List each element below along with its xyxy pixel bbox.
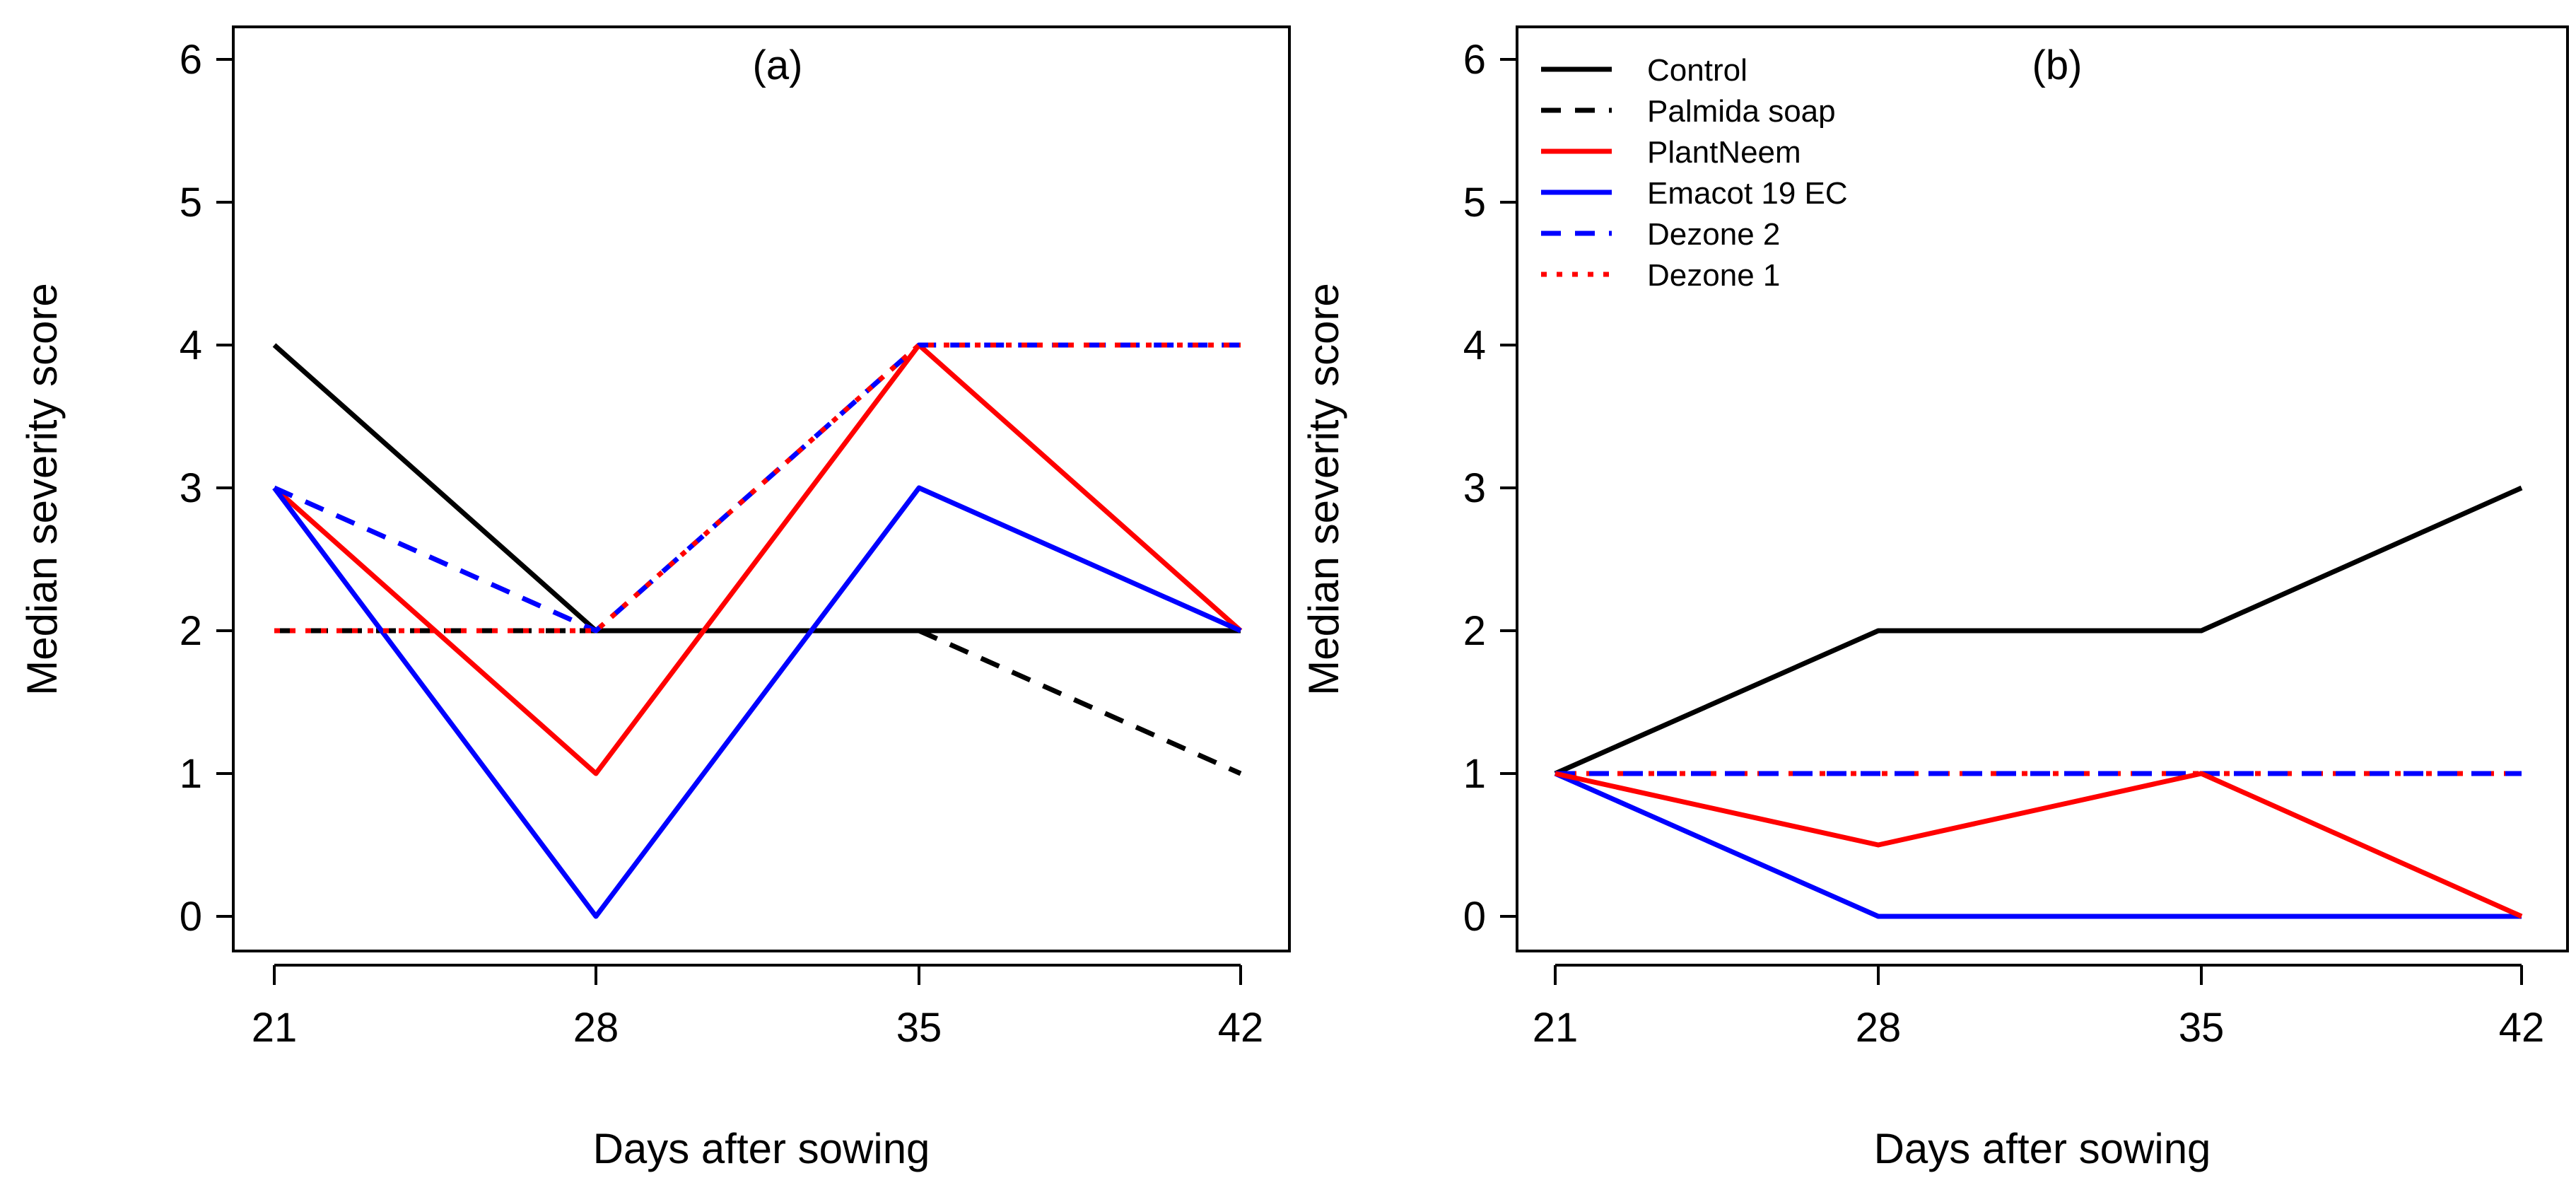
panel-a-y-axis: 0 1 2 3 4 5 6 bbox=[180, 37, 233, 940]
x-tick-label: 28 bbox=[1856, 1005, 1902, 1051]
x-tick-label: 21 bbox=[252, 1005, 298, 1051]
legend-label: Dezone 1 bbox=[1647, 258, 1780, 293]
y-tick-label: 6 bbox=[1463, 37, 1486, 83]
series-line-emacot-19-ec bbox=[1554, 771, 2522, 919]
x-tick-label: 21 bbox=[1533, 1005, 1579, 1051]
series-line-emacot-19-ec bbox=[272, 485, 1242, 919]
panel-b-label: (b) bbox=[2032, 42, 2083, 88]
panel-a-label: (a) bbox=[753, 42, 803, 88]
legend-label: Emacot 19 EC bbox=[1647, 176, 1848, 211]
panel-b-x-axis: 21 28 35 42 bbox=[1533, 964, 2545, 1051]
x-tick-label: 42 bbox=[1218, 1005, 1264, 1051]
panel-a-plot-frame bbox=[232, 25, 1291, 952]
legend-label: Palmida soap bbox=[1647, 94, 1836, 129]
panel-b-x-axis-title: Days after sowing bbox=[1874, 1125, 2211, 1172]
panel-a-x-axis-title: Days after sowing bbox=[593, 1125, 930, 1172]
panel-b-series-group bbox=[1554, 485, 2523, 919]
panel-a: 0 1 2 3 4 5 6 21 28 35 42 (a) Days after sowing M… bbox=[18, 25, 1291, 1172]
y-tick-label: 1 bbox=[180, 751, 202, 797]
series-line-plantneem bbox=[1555, 771, 2523, 919]
y-tick-label: 4 bbox=[180, 322, 202, 368]
y-tick-label: 3 bbox=[1463, 465, 1486, 511]
x-tick-label: 35 bbox=[2179, 1005, 2225, 1051]
y-tick-label: 6 bbox=[180, 37, 202, 83]
series-line-control bbox=[1554, 485, 2523, 776]
legend-label: PlantNeem bbox=[1647, 135, 1801, 170]
x-tick-label: 42 bbox=[2499, 1005, 2545, 1051]
y-tick-label: 3 bbox=[180, 465, 202, 511]
legend-label: Dezone 2 bbox=[1647, 217, 1780, 252]
panel-b: 0 1 2 3 4 5 6 21 28 35 42 (b) Days after sowing M… bbox=[1300, 25, 2569, 1172]
panel-b-y-axis: 0 1 2 3 4 5 6 bbox=[1463, 37, 1517, 940]
legend-label: Control bbox=[1647, 53, 1747, 88]
y-tick-label: 1 bbox=[1463, 751, 1486, 797]
panel-a-series-group bbox=[272, 342, 1243, 919]
x-tick-label: 28 bbox=[573, 1005, 619, 1051]
series-line-dezone-1 bbox=[274, 342, 1241, 634]
y-tick-label: 4 bbox=[1463, 322, 1486, 368]
series-line-control bbox=[272, 343, 1241, 634]
y-tick-label: 2 bbox=[1463, 608, 1486, 654]
y-tick-label: 5 bbox=[1463, 180, 1486, 226]
x-tick-label: 35 bbox=[896, 1005, 942, 1051]
y-tick-label: 5 bbox=[180, 180, 202, 226]
panel-b-y-axis-title: Median severity score bbox=[1300, 283, 1347, 696]
y-tick-label: 0 bbox=[180, 894, 202, 940]
y-tick-label: 0 bbox=[1463, 894, 1486, 940]
series-line-palmida-soap bbox=[274, 628, 1242, 776]
series-line-plantneem bbox=[272, 342, 1243, 776]
panel-a-y-axis-title: Median severity score bbox=[18, 283, 66, 696]
panel-a-x-axis: 21 28 35 42 bbox=[252, 964, 1264, 1051]
y-tick-label: 2 bbox=[180, 608, 202, 654]
panel-b-legend: Control Palmida soap PlantNeem Emacot 19 EC… bbox=[1541, 53, 1848, 293]
series-line-dezone-2 bbox=[273, 342, 1241, 634]
